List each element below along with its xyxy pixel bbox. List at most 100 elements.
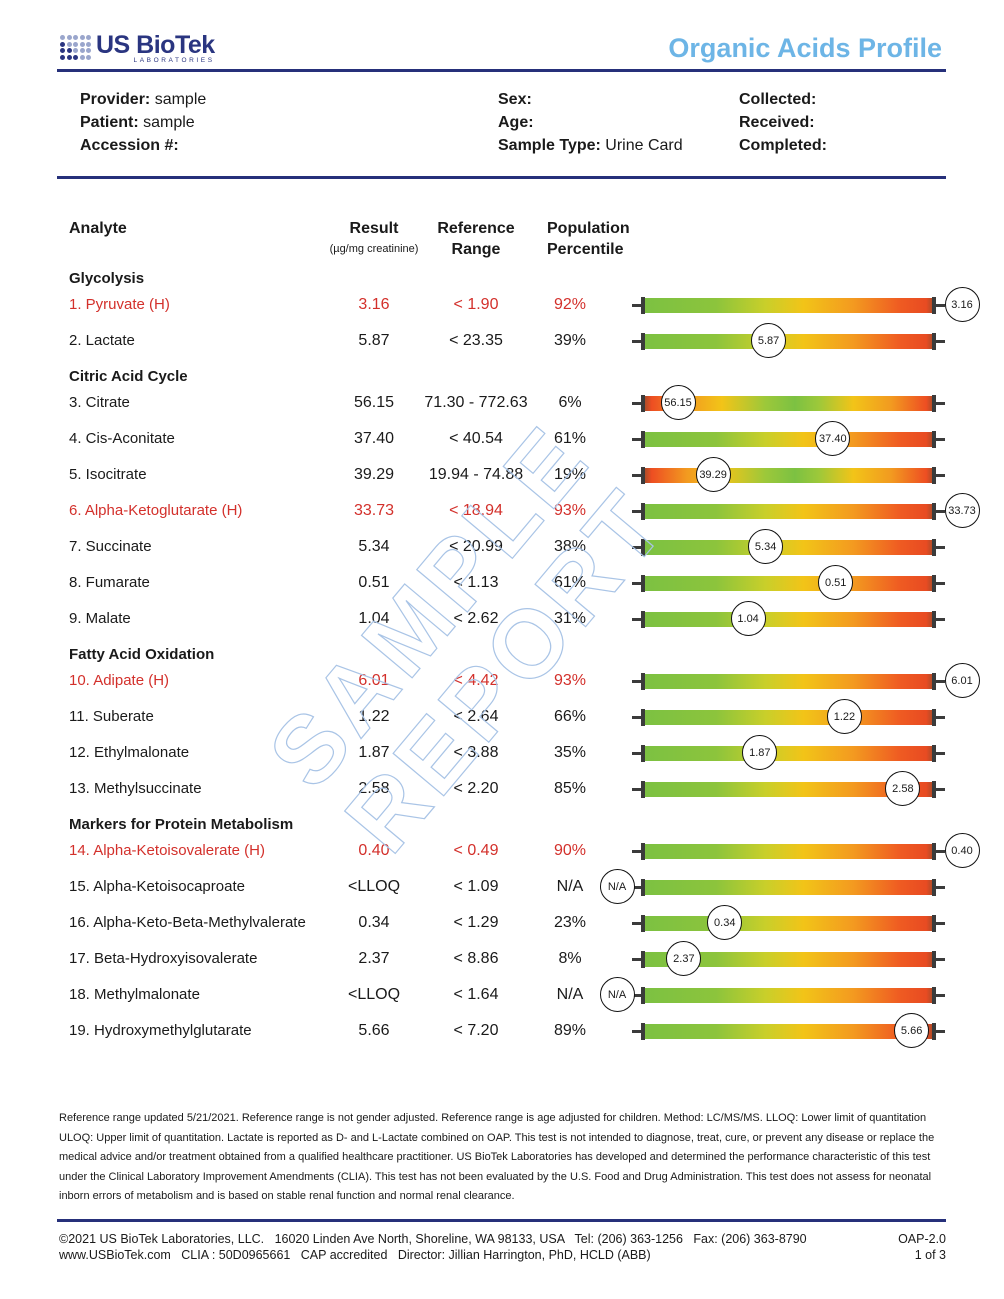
result-value: 1.87 [358,744,390,761]
reference-range: < 23.35 [449,332,503,349]
bar-cap-right [932,879,936,896]
table-row: 16. Alpha-Keto-Beta-Methylvalerate 0.34 < … [0,905,1004,941]
percentile-bar [643,432,935,447]
collected-label: Collected: [739,91,817,108]
bar-whisker-left [632,402,642,405]
bar-cap-right [932,539,936,556]
bar-whisker-left [632,340,642,343]
result-value: 3.16 [358,296,390,313]
bar-whisker-right [935,680,945,683]
footer-line1: ©2021 US BioTek Laboratories, LLC. 16020… [59,1232,807,1246]
population-percentile: 66% [553,708,587,725]
reference-range: 19.94 - 74.88 [428,466,524,483]
reference-range: < 20.99 [449,538,503,555]
population-percentile: 89% [553,1022,587,1039]
reference-range: < 1.29 [453,914,499,931]
header-divider [57,69,946,72]
table-row: 12. Ethylmalonate 1.87 < 3.88 35% 1.87 [0,735,1004,771]
bar-cap-left [641,539,645,556]
result-value: 5.66 [358,1022,390,1039]
footer-divider [57,1219,946,1222]
analyte-name: 5. Isocitrate [69,466,147,483]
bar-whisker-right [935,340,945,343]
col-percentile-line2: Percentile [547,241,624,258]
reference-range: < 1.90 [453,296,499,313]
analyte-name: 17. Beta-Hydroxyisovalerate [69,950,258,967]
population-percentile: 85% [553,780,587,797]
bar-whisker-right [935,886,945,889]
bar-cap-right [932,951,936,968]
bar-cap-left [641,395,645,412]
table-row: 7. Succinate 5.34 < 20.99 38% 5.34 [0,529,1004,565]
bar-cap-right [932,781,936,798]
population-percentile: 6% [558,394,582,411]
reference-range: < 8.86 [453,950,499,967]
table-row: 19. Hydroxymethylglutarate 5.66 < 7.20 89% 5… [0,1013,1004,1049]
analyte-name: 19. Hydroxymethylglutarate [69,1022,252,1039]
table-row: 17. Beta-Hydroxyisovalerate 2.37 < 8.86 8% 2… [0,941,1004,977]
bar-whisker-right [935,618,945,621]
patient-info-middle: Sex: Age: Sample Type: Urine Card [498,88,683,157]
bar-whisker-right [935,1030,945,1033]
table-row: 5. Isocitrate 39.29 19.94 - 74.88 19% 39.29 [0,457,1004,493]
table-row: 6. Alpha-Ketoglutarate (H) 33.73 < 18.94 93… [0,493,1004,529]
bar-whisker-left [632,582,642,585]
analyte-name: 14. Alpha-Ketoisovalerate (H) [69,842,265,859]
result-value: <LLOQ [347,986,401,1003]
result-value: <LLOQ [347,878,401,895]
bar-whisker-left [632,716,642,719]
percentile-bar [643,782,935,797]
bar-whisker-right [935,582,945,585]
analyte-name: 13. Methylsuccinate [69,780,202,797]
result-value: 0.51 [358,574,390,591]
reference-range: < 7.20 [453,1022,499,1039]
percentile-marker: 0.34 [707,905,743,940]
bar-cap-left [641,987,645,1004]
bar-cap-left [641,781,645,798]
bar-cap-right [932,297,936,314]
percentile-marker: 56.15 [660,385,696,420]
bar-cap-right [932,745,936,762]
bar-cap-left [641,745,645,762]
table-row: 4. Cis-Aconitate 37.40 < 40.54 61% 37.40 [0,421,1004,457]
percentile-bar [643,468,935,483]
bar-cap-left [641,915,645,932]
bar-cap-left [641,611,645,628]
result-value: 1.04 [358,610,390,627]
received-label: Received: [739,114,815,131]
analyte-name: 18. Methylmalonate [69,986,200,1003]
reference-range: < 1.13 [453,574,499,591]
patient-info-right: Collected: Received: Completed: [739,88,827,157]
bar-cap-right [932,503,936,520]
age-label: Age: [498,114,534,131]
result-value: 0.34 [358,914,390,931]
population-percentile: N/A [556,878,584,895]
population-percentile: 19% [553,466,587,483]
result-value: 2.37 [358,950,390,967]
table-row: 9. Malate 1.04 < 2.62 31% 1.04 [0,601,1004,637]
footer-line2: www.USBioTek.com CLIA : 50D0965661 CAP a… [59,1248,651,1262]
bar-whisker-left [632,788,642,791]
percentile-bar [643,1024,935,1039]
percentile-bar [643,880,935,895]
population-percentile: 35% [553,744,587,761]
bar-whisker-right [935,850,945,853]
population-percentile: 31% [553,610,587,627]
percentile-bar [643,396,935,411]
page-number: 1 of 3 [914,1248,946,1262]
bar-whisker-right [935,402,945,405]
patient-info-left: Provider: sample Patient: sample Accessi… [80,88,206,157]
table-row: 1. Pyruvate (H) 3.16 < 1.90 92% 3.16 [0,287,1004,323]
reference-range: < 0.49 [453,842,499,859]
provider-value: sample [154,91,207,108]
result-value: 5.87 [358,332,390,349]
percentile-marker: 37.40 [815,421,851,456]
percentile-bar [643,504,935,519]
bar-whisker-left [632,850,642,853]
bar-cap-left [641,879,645,896]
result-value: 0.40 [358,842,390,859]
percentile-bar [643,746,935,761]
logo-brand: US BioTek [96,31,215,59]
reference-range: < 1.64 [453,986,499,1003]
bar-whisker-left [632,474,642,477]
